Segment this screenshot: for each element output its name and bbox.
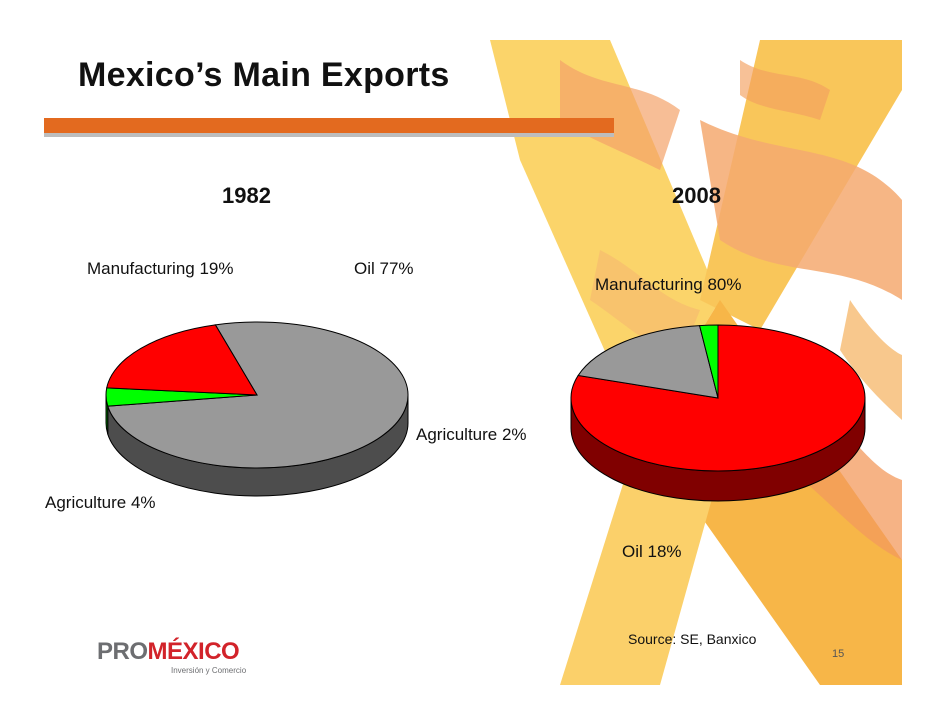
source-note: Source: SE, Banxico <box>628 631 757 647</box>
pie-1982-slice-manufacturing <box>106 324 258 396</box>
logo-wordmark: PROMÉXICO <box>97 638 240 666</box>
art-swirl-2 <box>560 60 680 170</box>
pie-1982-slice-oil <box>107 321 409 469</box>
label-1982-agriculture: Agriculture 4% <box>45 493 156 512</box>
pie-2008-slice-agriculture <box>698 324 719 399</box>
title-accent-shadow <box>44 133 614 137</box>
label-1982-manufacturing: Manufacturing 19% <box>87 259 234 278</box>
label-1982-oil: Oil 77% <box>354 259 414 278</box>
chart-1982-title: 1982 <box>222 183 271 208</box>
promexico-logo: PROMÉXICO Inversión y Comercio <box>97 638 257 678</box>
page-number: 15 <box>832 648 845 660</box>
title-accent-bar <box>44 118 614 133</box>
pie-2008-slice-oil <box>577 325 719 399</box>
label-2008-agriculture: Agriculture 2% <box>416 425 527 444</box>
logo-part-2: MÉXICO <box>147 638 240 665</box>
logo-part-1: PRO <box>97 638 148 665</box>
art-swirl-5 <box>740 60 830 120</box>
logo-tagline: Inversión y Comercio <box>171 666 247 675</box>
slide-title: Mexico’s Main Exports <box>78 56 450 94</box>
label-2008-manufacturing: Manufacturing 80% <box>595 275 742 294</box>
art-swirl-1 <box>700 120 902 300</box>
label-2008-oil: Oil 18% <box>622 542 682 561</box>
art-swirl-6 <box>840 300 902 420</box>
chart-2008-title: 2008 <box>672 183 721 208</box>
